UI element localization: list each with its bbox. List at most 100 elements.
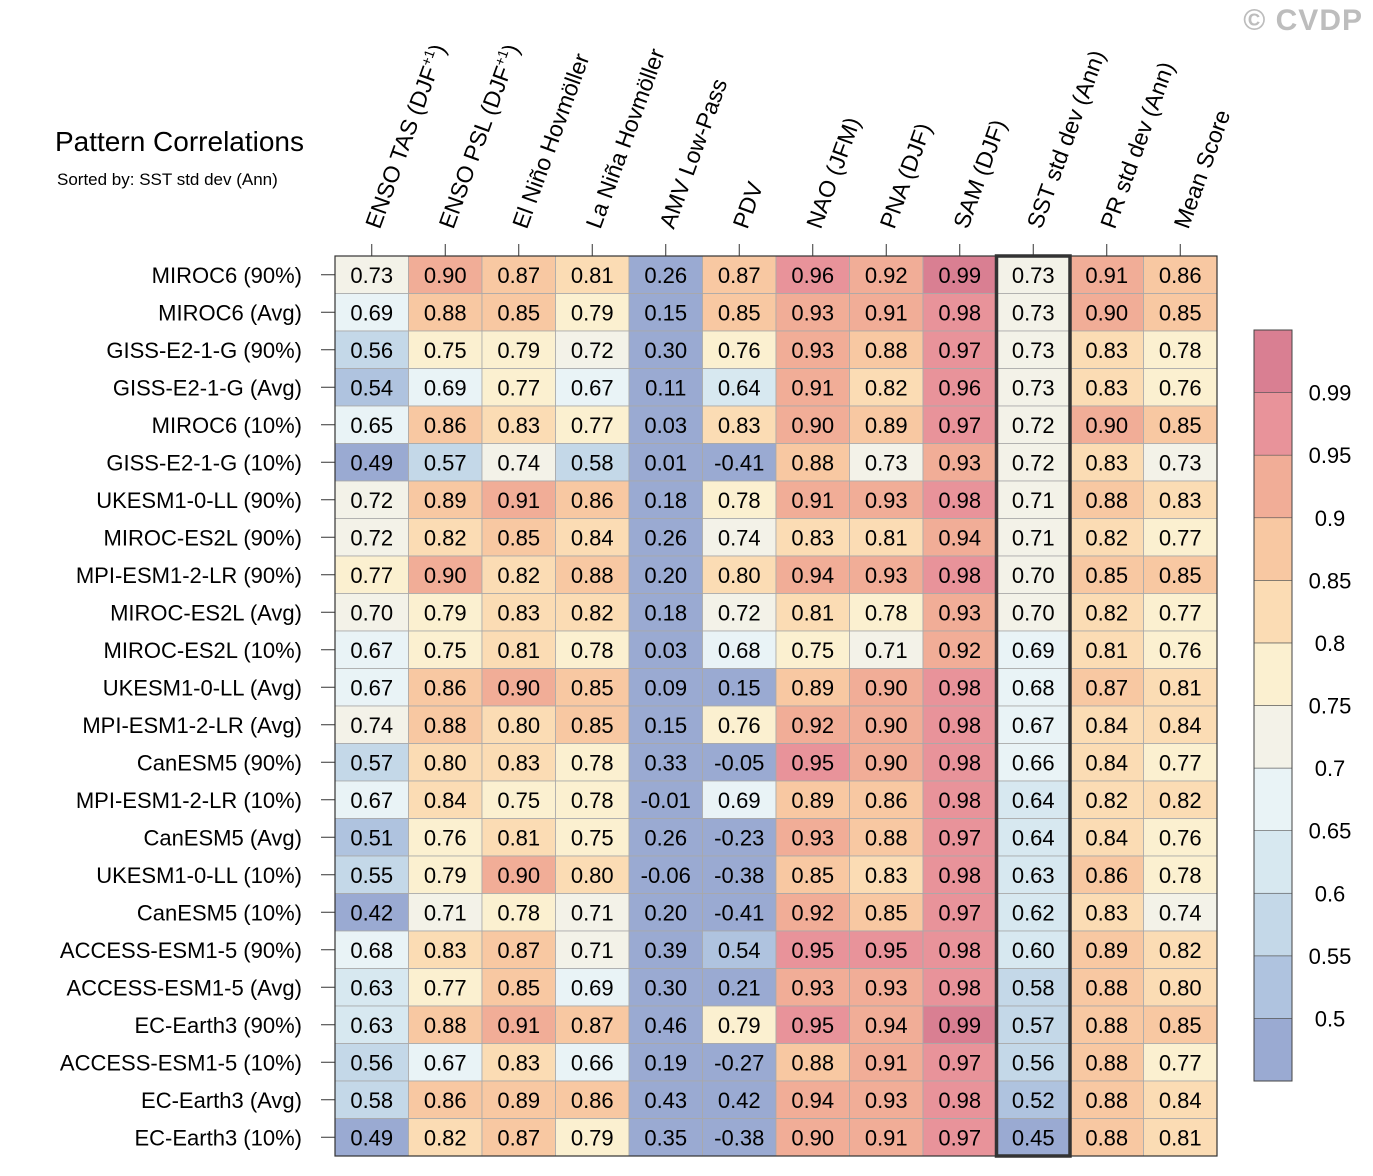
heatmap-cell — [922, 330, 997, 369]
row-label: ACCESS-ESM1-5 (10%) — [60, 1050, 302, 1075]
heatmap-cell — [702, 480, 777, 519]
heatmap-cell — [628, 855, 703, 894]
colorbar-segment — [1253, 392, 1293, 456]
heatmap-cell — [702, 293, 777, 332]
cell-value-label: 0.93 — [865, 488, 908, 513]
colorbar-segment — [1253, 454, 1293, 519]
cell-value-label: -0.38 — [714, 863, 764, 888]
cell-value-label: 0.85 — [1159, 563, 1202, 588]
row-label: MPI-ESM1-2-LR (Avg) — [82, 713, 302, 738]
cell-value-label: 0.98 — [938, 788, 981, 813]
cell-value-label: 0.62 — [1012, 900, 1055, 925]
cell-value-label: 0.75 — [571, 825, 614, 850]
heatmap-cell — [1143, 518, 1218, 557]
heatmap-cell — [555, 968, 630, 1007]
cell-value-label: 0.76 — [1159, 375, 1202, 400]
heatmap-cells: 0.73 0.90 0.87 0.81 0.26 0.87 0.96 0.92 0.99 0.73… — [334, 255, 1218, 1157]
row-label: EC-Earth3 (Avg) — [141, 1088, 302, 1113]
cell-value-label: 0.93 — [865, 1088, 908, 1113]
cell-value-label: 0.88 — [1085, 1125, 1128, 1150]
cell-value-label: 0.97 — [938, 1050, 981, 1075]
heatmap-cell — [996, 593, 1071, 632]
cell-value-label: 0.56 — [350, 1050, 393, 1075]
column-label: SAM (DJF) — [948, 116, 1011, 232]
heatmap-cell — [481, 780, 556, 819]
cell-value-label: 0.65 — [350, 413, 393, 438]
colorbar-border — [1253, 329, 1293, 1082]
cell-value-label: 0.63 — [350, 975, 393, 1000]
heatmap-cell — [481, 630, 556, 669]
heatmap-cell — [481, 668, 556, 707]
cell-value-label: 0.99 — [938, 1013, 981, 1038]
heatmap-cell — [334, 330, 409, 369]
cell-value-label: 0.77 — [424, 975, 467, 1000]
heatmap-cell — [849, 930, 924, 969]
cell-value-label: 0.76 — [718, 338, 761, 363]
heatmap-cell — [334, 705, 409, 744]
cell-value-label: 0.26 — [644, 525, 687, 550]
heatmap-cell — [702, 443, 777, 482]
cell-value-label: 0.42 — [718, 1088, 761, 1113]
column-label: La Niña Hovmöller — [581, 45, 670, 232]
heatmap-cell — [481, 1118, 556, 1157]
cell-value-label: 0.18 — [644, 600, 687, 625]
cell-value-label: 0.60 — [1012, 938, 1055, 963]
cell-value-label: 0.30 — [644, 338, 687, 363]
cell-value-label: 0.49 — [350, 450, 393, 475]
heatmap-cell — [775, 743, 850, 782]
heatmap-cell — [922, 968, 997, 1007]
heatmap-cell — [408, 1080, 483, 1119]
cell-value-label: 0.09 — [644, 675, 687, 700]
cell-value-label: 0.84 — [571, 525, 614, 550]
cell-value-label: 0.76 — [1159, 825, 1202, 850]
colorbar-segment — [1253, 767, 1293, 831]
heatmap-cell — [1143, 405, 1218, 444]
cell-value-label: 0.85 — [571, 675, 614, 700]
cell-value-label: 0.97 — [938, 1125, 981, 1150]
cell-value-label: 0.58 — [1012, 975, 1055, 1000]
cell-value-label: 0.55 — [350, 863, 393, 888]
cell-value-label: 0.77 — [497, 375, 540, 400]
heatmap-cell — [702, 593, 777, 632]
cell-value-label: 0.83 — [497, 1050, 540, 1075]
cell-value-label: 0.98 — [938, 675, 981, 700]
heatmap-cell — [555, 443, 630, 482]
cell-value-label: 0.94 — [865, 1013, 908, 1038]
cell-value-label: 0.69 — [1012, 638, 1055, 663]
cell-value-label: 0.90 — [1085, 413, 1128, 438]
cell-value-label: 0.30 — [644, 975, 687, 1000]
heatmap-cell — [775, 930, 850, 969]
heatmap-cell — [1069, 368, 1144, 407]
colorbar-tick-label: 0.99 — [1309, 381, 1352, 406]
cell-value-label: 0.86 — [424, 413, 467, 438]
heatmap-cell — [555, 1080, 630, 1119]
heatmap-cell — [555, 818, 630, 857]
cell-value-label: 0.96 — [938, 375, 981, 400]
colorbar-segment — [1253, 705, 1293, 769]
cell-value-label: 0.26 — [644, 263, 687, 288]
heatmap-cell — [775, 443, 850, 482]
heatmap-cell — [334, 780, 409, 819]
heatmap-cell — [1069, 968, 1144, 1007]
heatmap-cell — [849, 780, 924, 819]
cell-value-label: 0.70 — [1012, 600, 1055, 625]
cell-value-label: 0.90 — [865, 713, 908, 738]
cell-value-label: 0.71 — [424, 900, 467, 925]
cell-value-label: -0.27 — [714, 1050, 764, 1075]
cell-value-label: 0.80 — [718, 563, 761, 588]
cell-value-label: 0.73 — [1012, 263, 1055, 288]
cell-value-label: 0.84 — [424, 788, 467, 813]
cell-value-label: 0.94 — [791, 1088, 834, 1113]
cell-value-label: 0.78 — [718, 488, 761, 513]
cvdp-watermark: © CVDP — [1243, 4, 1363, 37]
cell-value-label: 0.72 — [1012, 413, 1055, 438]
heatmap-cell — [628, 668, 703, 707]
cell-value-label: 0.83 — [865, 863, 908, 888]
cell-value-label: 0.74 — [497, 450, 540, 475]
heatmap-cell — [481, 930, 556, 969]
cell-value-label: 0.85 — [1159, 1013, 1202, 1038]
cell-value-label: 0.83 — [791, 525, 834, 550]
cell-value-label: 0.75 — [791, 638, 834, 663]
heatmap-cell — [996, 1043, 1071, 1082]
colorbar-segment — [1253, 580, 1293, 644]
